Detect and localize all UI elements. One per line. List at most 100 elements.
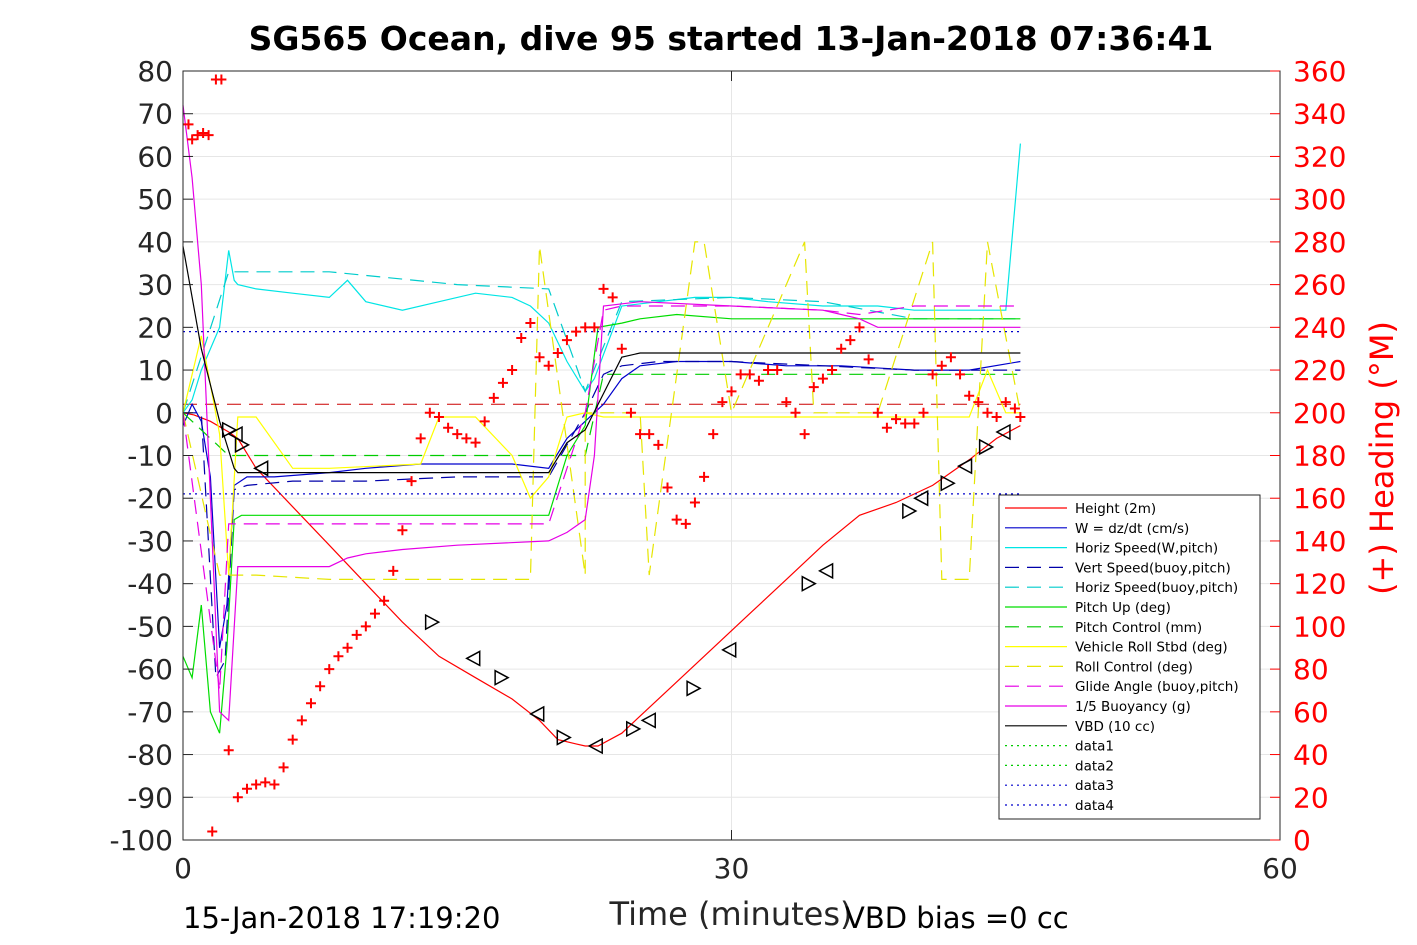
heading-marker [936, 360, 947, 371]
tick-label-left: 0 [155, 397, 173, 430]
triangle-marker [817, 562, 834, 580]
heading-marker [379, 595, 390, 606]
tick-label-left: -10 [127, 440, 173, 473]
heading-marker [964, 390, 975, 401]
tick-label-left: 70 [137, 98, 173, 131]
heading-marker [772, 365, 783, 376]
timestamp-footer: 15-Jan-2018 17:19:20 [183, 901, 500, 935]
heading-marker [1015, 412, 1026, 423]
heading-marker [808, 382, 819, 393]
series-line-6 [182, 373, 1021, 457]
heading-marker [735, 369, 746, 380]
heading-marker [241, 783, 252, 794]
tick-label-x: 0 [174, 852, 192, 885]
legend: Height (2m) W = dz/dt (cm/s) Horiz Speed(W… [998, 494, 1261, 820]
heading-marker [580, 322, 591, 333]
legend-entry: W = dz/dt (cm/s) [1075, 521, 1189, 537]
heading-marker [397, 525, 408, 536]
heading-marker [216, 74, 227, 85]
tick-label-left: 20 [137, 311, 173, 344]
tick-label-right: 40 [1293, 739, 1329, 772]
tick-label-left: -60 [127, 653, 173, 686]
heading-marker [982, 407, 993, 418]
heading-marker [909, 418, 920, 429]
legend-entry: Pitch Control (mm) [1075, 620, 1202, 636]
triangle-marker [978, 438, 995, 456]
left-axis: 80 70 60 50 40 30 20 10 0 -10 -20 -30 -40 -50 -60 -70 -8… [109, 55, 193, 857]
tick-label-right: 100 [1293, 610, 1346, 643]
heading-marker [781, 397, 792, 408]
heading-marker [644, 429, 655, 440]
heading-marker [635, 429, 646, 440]
tick-label-left: -70 [127, 696, 173, 729]
heading-marker [918, 407, 929, 418]
legend-entry: 1/5 Buoyancy (g) [1075, 699, 1191, 715]
heading-marker [854, 322, 865, 333]
heading-marker [369, 608, 380, 619]
heading-marker [625, 407, 636, 418]
heading-marker [799, 429, 810, 440]
tick-label-left: 80 [137, 55, 173, 88]
triangle-marker [587, 737, 603, 755]
heading-marker [207, 826, 218, 837]
right-axis: 3603403203002802602402202001801601401201… [1270, 55, 1346, 857]
heading-marker [488, 392, 499, 403]
tick-label-x: 60 [1262, 852, 1298, 885]
heading-marker [1009, 403, 1020, 414]
heading-marker [945, 352, 956, 363]
triangle-marker [721, 641, 737, 659]
heading-marker [534, 352, 545, 363]
heading-marker [827, 365, 838, 376]
heading-marker [433, 412, 444, 423]
series-line-4 [182, 271, 1021, 413]
heading-marker [497, 377, 508, 388]
triangle-marker [253, 460, 269, 477]
triangle-marker [556, 729, 572, 746]
tick-label-left: -50 [127, 610, 173, 643]
heading-marker [461, 433, 472, 444]
heading-marker [817, 373, 828, 384]
heading-marker [680, 518, 691, 529]
heading-marker [479, 416, 490, 427]
heading-marker [470, 437, 481, 448]
heading-marker [561, 335, 572, 346]
heading-marker [198, 127, 209, 138]
legend-entry: Roll Control (deg) [1075, 659, 1193, 675]
legend-entry: data4 [1075, 798, 1114, 814]
heading-marker [708, 429, 719, 440]
tick-label-right: 220 [1293, 354, 1346, 387]
heading-marker [452, 429, 463, 440]
heading-marker [955, 369, 966, 380]
heading-marker [699, 471, 710, 482]
series-line-7 [182, 335, 1021, 576]
right-axis-label: (+) Heading (°M) [1363, 321, 1401, 595]
triangle-marker [902, 502, 918, 520]
marker-layer [183, 74, 1026, 837]
triangle-marker [234, 436, 251, 454]
heading-marker [251, 779, 262, 790]
heading-marker [689, 497, 700, 508]
heading-marker [324, 664, 335, 675]
series-line-5 [182, 313, 1021, 734]
heading-marker [571, 326, 582, 337]
heading-marker [296, 715, 307, 726]
tick-label-right: 20 [1293, 781, 1329, 814]
triangle-marker [529, 705, 545, 723]
legend-entry: data3 [1075, 778, 1114, 794]
heading-marker [872, 407, 883, 418]
legend-entry: Glide Angle (buoy,pitch) [1075, 679, 1239, 695]
heading-marker [424, 407, 435, 418]
legend-entry: data1 [1075, 739, 1114, 755]
heading-marker [187, 134, 198, 145]
series-line-8 [182, 241, 1021, 581]
heading-marker [763, 365, 774, 376]
heading-marker [415, 433, 426, 444]
heading-marker [342, 642, 353, 653]
heading-marker [287, 734, 298, 745]
tick-label-left: -100 [109, 824, 173, 857]
tick-label-right: 0 [1293, 824, 1311, 857]
tick-label-right: 180 [1293, 440, 1346, 473]
tick-label-right: 80 [1293, 653, 1329, 686]
heading-marker [900, 418, 911, 429]
